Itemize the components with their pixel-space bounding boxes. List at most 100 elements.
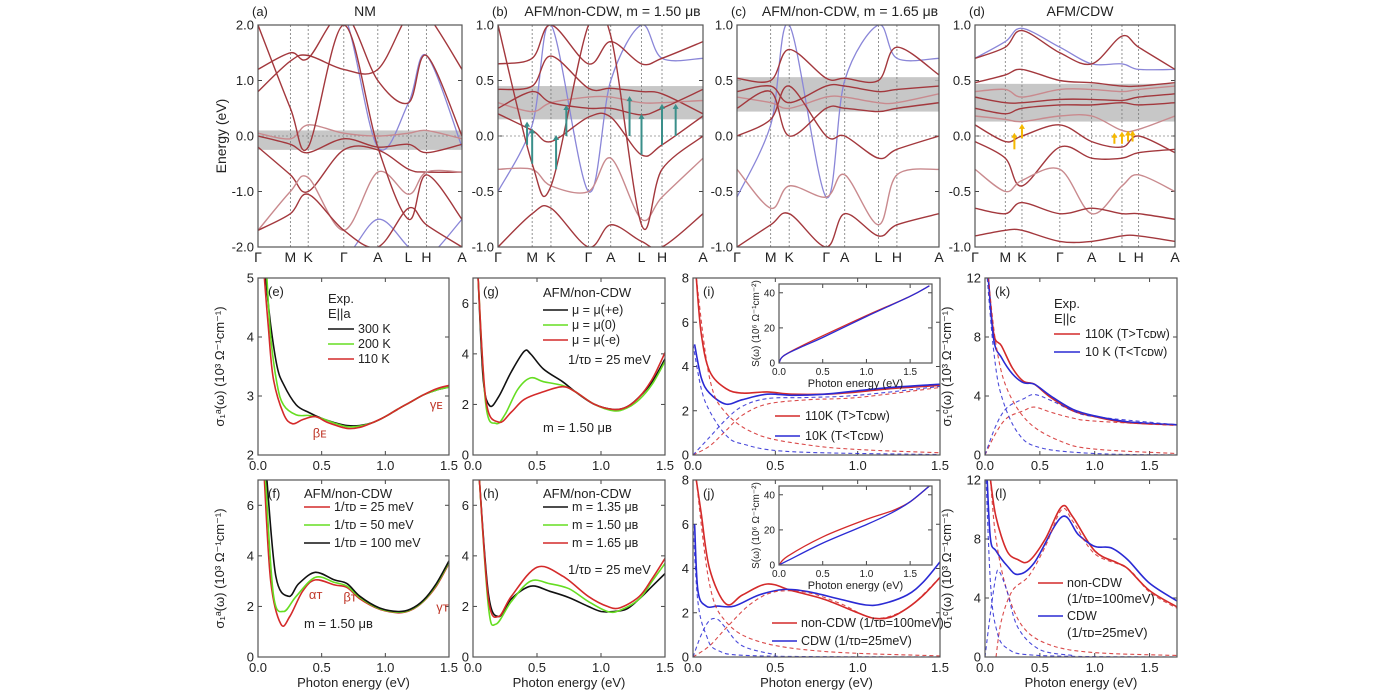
fit-component-dashed: [985, 406, 1177, 455]
k-point-label: K: [785, 249, 795, 265]
series-line-black: [266, 480, 449, 613]
k-point-label: H: [1134, 249, 1144, 265]
band-curve: [737, 83, 939, 104]
plot-frame: [984, 479, 1178, 658]
transition-arrowhead: [563, 105, 570, 111]
fit-component-dashed: [985, 569, 1073, 657]
plot-frame: [497, 24, 704, 248]
y-tick-label: 2: [247, 599, 254, 614]
band-curve: [737, 168, 939, 226]
series-line-blue: [693, 524, 940, 609]
y-tick-label: 6: [247, 498, 254, 513]
panel-title: NM: [354, 3, 376, 19]
inset-series-blue: [779, 285, 930, 363]
panel-l: 0 4 8 12 0.0 0.5 1.0 1.5 (l) non-CDW CDW (1/τᴅ=100m…: [939, 473, 1178, 690]
y-tick-label: 8: [682, 473, 689, 488]
inset-x-axis-label: Photon energy (eV): [808, 580, 903, 592]
x-tick-label: 1.5: [1141, 660, 1159, 675]
x-tick-label: 0.0: [684, 660, 702, 675]
peak-annotation: αᴛ: [309, 587, 323, 602]
k-point-label: A: [698, 249, 708, 265]
y-tick-label: 12: [967, 473, 981, 488]
x-tick-label: 1.5: [440, 660, 458, 675]
band-curve-blue: [737, 25, 939, 198]
x-tick-label: 1.0: [859, 569, 873, 580]
panel-a: -2.0 -1.0 0.0 1.0 2.0 Γ M K Γ A L H A (a) NM Energy (eV…: [213, 3, 467, 265]
curve-plot: [693, 480, 940, 657]
plot-frame: [692, 277, 941, 456]
curve-plot: [985, 480, 1177, 657]
panel-label: (a): [252, 4, 268, 19]
y-tick-label: 0: [682, 448, 689, 463]
fit-component-dashed: [693, 576, 940, 657]
k-point-label: L: [1118, 249, 1126, 265]
x-tick-label: 1.0: [592, 660, 610, 675]
panel-note: (1/τᴅ=100meV): [1067, 591, 1155, 606]
transition-arrowhead: [1125, 130, 1132, 136]
x-tick-label: 0.0: [976, 660, 994, 675]
y-tick-label: 0: [974, 650, 981, 665]
transition-arrowhead: [1111, 132, 1118, 138]
x-tick-label: 1.0: [376, 660, 394, 675]
band-curve-blue: [975, 27, 1175, 71]
band-curve: [975, 68, 1175, 88]
fit-component-dashed: [693, 386, 940, 455]
y-tick-label: 0: [462, 650, 469, 665]
k-point-label: H: [421, 249, 431, 265]
inset-x-axis-label: Photon energy (eV): [808, 378, 903, 390]
y-tick-label: 4: [974, 389, 981, 404]
k-point-label: K: [546, 249, 556, 265]
band-curve: [975, 201, 1175, 220]
transition-arrowhead: [553, 135, 560, 140]
legend-label: 300 K: [358, 322, 391, 336]
plot-frame: [257, 277, 450, 456]
band-curve: [975, 101, 1175, 115]
inset-y-axis-label: S(ω) (10⁶ Ω⁻¹cm⁻²): [751, 482, 762, 569]
band-curve: [258, 145, 462, 193]
x-tick-label: 0.5: [816, 367, 830, 378]
y-tick-label: 0: [462, 448, 469, 463]
y-axis-label: σ₁ᶜ(ω) (10³ Ω⁻¹cm⁻¹): [939, 307, 954, 427]
x-tick-label: 1.0: [849, 458, 867, 473]
panel-label: (g): [483, 284, 499, 299]
series-line-green: [477, 278, 665, 425]
y-tick-label: -2.0: [232, 240, 254, 255]
y-axis-label: σ₁ᶜ(ω) (10³ Ω⁻¹cm⁻¹): [939, 509, 954, 629]
band-curve: [498, 95, 703, 113]
band-curve: [258, 193, 462, 247]
y-tick-label: -0.5: [711, 184, 733, 199]
x-tick-label: 1.5: [931, 660, 949, 675]
k-point-label: Γ: [733, 249, 741, 265]
plot-frame: [736, 24, 940, 248]
k-point-label: M: [765, 249, 777, 265]
y-tick-label: 1.0: [236, 73, 254, 88]
transition-arrowhead: [529, 128, 536, 134]
x-tick-label: 0.5: [1031, 660, 1049, 675]
band-curve: [737, 46, 939, 84]
transition-arrowhead: [638, 113, 645, 119]
y-tick-label: 0.5: [476, 73, 494, 88]
y-tick-label: -1.0: [711, 240, 733, 255]
y-tick-label: -0.5: [472, 184, 494, 199]
legend-label: 110K (T>Tᴄᴅᴡ): [1085, 327, 1170, 341]
band-plot: [975, 25, 1175, 247]
k-point-label: M: [526, 249, 538, 265]
fit-component-dashed: [995, 507, 1177, 657]
y-axis-label: σ₁ᵃ(ω) (10³ Ω⁻¹cm⁻¹): [212, 508, 227, 628]
inset-plot: [779, 486, 930, 565]
legend-label: m = 1.65 μʙ: [572, 536, 639, 550]
inset-y-axis-label: S(ω) (10⁶ Ω⁻¹cm⁻²): [751, 280, 762, 367]
band-curve: [498, 157, 703, 222]
panel-note: AFM/non-CDW: [543, 486, 632, 501]
fit-component-dashed: [985, 480, 1177, 657]
y-tick-label: 3: [247, 389, 254, 404]
x-tick-label: 1.5: [903, 569, 917, 580]
transition-arrowhead: [1018, 123, 1025, 129]
x-tick-label: 0.0: [464, 458, 482, 473]
y-tick-label: 0: [682, 650, 689, 665]
y-tick-label: 0: [769, 359, 775, 370]
band-curve: [975, 228, 1175, 244]
legend-label: CDW: [1067, 609, 1097, 623]
panel-h: 0 2 4 6 0.0 0.5 1.0 1.5 (h) m = 1.35 μʙ m = 1.50 μ…: [462, 479, 674, 690]
panel-note: AFM/non-CDW: [543, 285, 632, 300]
